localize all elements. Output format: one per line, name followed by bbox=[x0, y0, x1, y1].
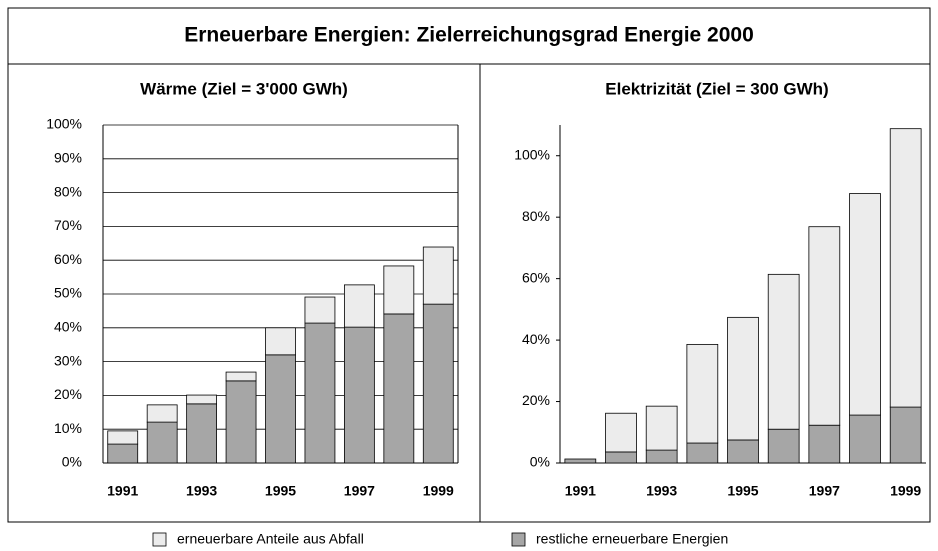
bar-segment bbox=[767, 428, 800, 464]
x-tick-label: 1995 bbox=[265, 483, 296, 499]
bar-segment bbox=[686, 343, 719, 444]
bar-segment bbox=[686, 442, 719, 464]
legend-swatch bbox=[511, 532, 526, 547]
frame bbox=[7, 7, 931, 523]
bar-segment bbox=[849, 414, 881, 464]
y-tick-label: 0% bbox=[530, 454, 550, 470]
x-tick-label: 1995 bbox=[727, 483, 758, 499]
bar-segment bbox=[605, 451, 637, 464]
x-tick-label: 1999 bbox=[423, 483, 454, 499]
y-tick-label: 20% bbox=[522, 392, 550, 408]
bar-segment bbox=[225, 371, 257, 382]
x-tick-label: 1997 bbox=[344, 483, 375, 499]
y-tick-label: 40% bbox=[54, 319, 82, 335]
bar-segment bbox=[107, 443, 139, 464]
x-tick-label: 1991 bbox=[565, 483, 596, 499]
x-tick-label: 1991 bbox=[107, 483, 138, 499]
bar-segment bbox=[808, 424, 841, 464]
bar-segment bbox=[383, 313, 415, 464]
bar-segment bbox=[107, 430, 139, 445]
bar-segment bbox=[889, 406, 922, 464]
figure-title: Erneuerbare Energien: Zielerreichungsgra… bbox=[184, 24, 754, 47]
x-tick-label: 1999 bbox=[890, 483, 921, 499]
y-tick-label: 60% bbox=[54, 251, 82, 267]
y-tick-label: 0% bbox=[62, 454, 82, 470]
chart-title: Elektrizität (Ziel = 300 GWh) bbox=[605, 79, 828, 98]
bar-segment bbox=[343, 284, 375, 328]
bar-segment bbox=[422, 303, 454, 464]
y-tick-label: 50% bbox=[54, 285, 82, 301]
y-tick-label: 70% bbox=[54, 217, 82, 233]
y-tick-label: 40% bbox=[522, 331, 550, 347]
y-tick-label: 100% bbox=[514, 146, 550, 162]
bar-segment bbox=[727, 439, 759, 464]
bar-segment bbox=[225, 380, 257, 464]
bar-segment bbox=[265, 354, 296, 464]
bar-segment bbox=[146, 421, 178, 464]
y-tick-label: 20% bbox=[54, 386, 82, 402]
chart-title: Wärme (Ziel = 3'000 GWh) bbox=[140, 79, 348, 98]
y-tick-label: 100% bbox=[46, 116, 82, 132]
bar-segment bbox=[767, 273, 800, 430]
bar-segment bbox=[146, 404, 178, 423]
bar-segment bbox=[849, 193, 881, 416]
bar-segment bbox=[304, 296, 336, 324]
legend-label: restliche erneuerbare Energien bbox=[536, 531, 728, 547]
legend-swatch bbox=[152, 532, 167, 547]
bar-segment bbox=[727, 316, 759, 441]
y-tick-label: 10% bbox=[54, 420, 82, 436]
bar-segment bbox=[343, 326, 375, 464]
y-tick-label: 30% bbox=[54, 352, 82, 368]
bar-segment bbox=[808, 226, 841, 426]
bar-segment bbox=[304, 322, 336, 464]
bar-segment bbox=[186, 403, 218, 464]
legend-label: erneuerbare Anteile aus Abfall bbox=[177, 531, 364, 547]
x-tick-label: 1997 bbox=[809, 483, 840, 499]
bar-segment bbox=[605, 412, 637, 453]
y-tick-label: 80% bbox=[522, 208, 550, 224]
bar-segment bbox=[265, 327, 296, 356]
x-tick-label: 1993 bbox=[646, 483, 677, 499]
bar-segment bbox=[645, 405, 678, 451]
x-tick-label: 1993 bbox=[186, 483, 217, 499]
y-tick-label: 90% bbox=[54, 150, 82, 166]
bar-segment bbox=[186, 394, 218, 405]
bar-segment bbox=[889, 128, 922, 408]
bar-segment bbox=[645, 449, 678, 464]
y-tick-label: 80% bbox=[54, 183, 82, 199]
y-tick-label: 60% bbox=[522, 269, 550, 285]
bar-segment bbox=[383, 265, 415, 315]
bar-segment bbox=[564, 458, 597, 464]
bar-segment bbox=[422, 246, 454, 305]
